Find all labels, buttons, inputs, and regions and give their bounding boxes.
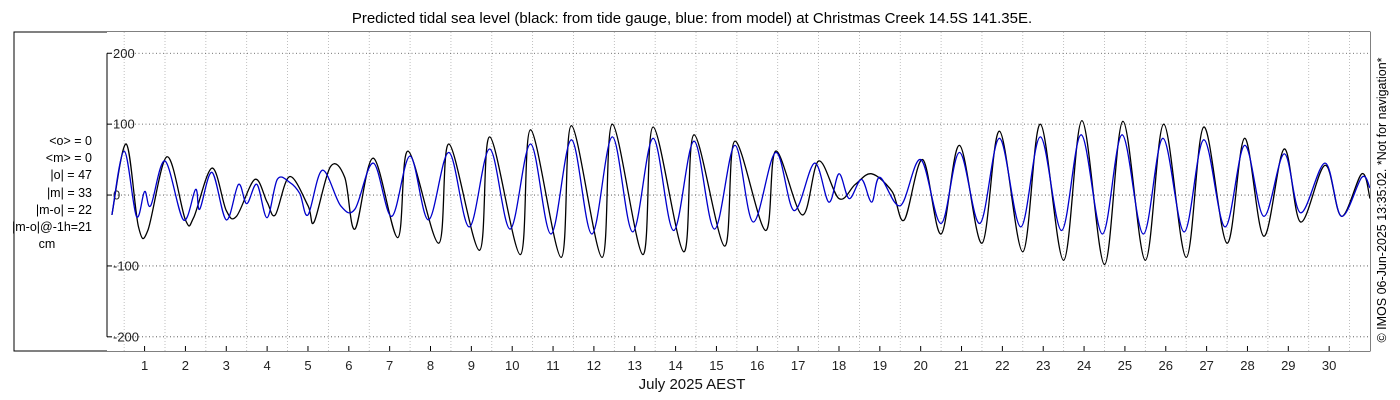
plot-area xyxy=(107,32,1370,351)
series-line-from-tide-gauge xyxy=(111,119,1371,266)
x-tick-label: 10 xyxy=(505,358,519,373)
x-axis-label: July 2025 AEST xyxy=(638,376,746,393)
stat-abs-model: |m| = 33 xyxy=(46,185,92,200)
x-tick-label: 28 xyxy=(1240,358,1254,373)
stat-unit: cm xyxy=(38,237,56,252)
copyright-stamp-text: © IMOS 06-Jun-2025 13:35:02. *Not for na… xyxy=(1375,57,1389,343)
stat-abs-diff-lag: |m-o|@-1h=21 xyxy=(12,220,92,235)
x-tick-label: 6 xyxy=(345,358,352,373)
x-tick-label: 14 xyxy=(668,358,682,373)
x-tick-label: 18 xyxy=(832,358,846,373)
y-tick-label: 0 xyxy=(113,188,120,203)
series-line-from-model xyxy=(111,134,1371,235)
chart-title: Predicted tidal sea level (black: from t… xyxy=(351,10,1033,27)
x-tick-label: 21 xyxy=(954,358,968,373)
stat-mean-model: <m> = 0 xyxy=(45,151,92,166)
grid xyxy=(107,32,1370,351)
x-tick-label: 4 xyxy=(264,358,271,373)
x-tick-label: 5 xyxy=(304,358,311,373)
x-tick-label: 17 xyxy=(791,358,805,373)
x-axis: 1 2 3 4 5 6 7 8 9 10 11 12 13 14 15 16 17 18 19 20 21 22 23 24 2… xyxy=(141,346,1336,373)
y-tick-label: 100 xyxy=(113,117,135,132)
stat-abs-diff: |m-o| = 22 xyxy=(35,202,92,217)
x-tick-label: 25 xyxy=(1118,358,1132,373)
y-tick-label: -200 xyxy=(113,329,139,344)
x-tick-label: 22 xyxy=(995,358,1009,373)
stat-mean-obs: <o> = 0 xyxy=(49,134,92,148)
stat-abs-obs: |o| = 47 xyxy=(50,168,92,183)
x-tick-label: 27 xyxy=(1199,358,1213,373)
x-tick-label: 26 xyxy=(1159,358,1173,373)
x-tick-label: 16 xyxy=(750,358,764,373)
series-group xyxy=(111,119,1371,266)
x-tick-label: 19 xyxy=(873,358,887,373)
y-axis: -200 -100 0 100 200 xyxy=(106,46,139,344)
x-tick-label: 29 xyxy=(1281,358,1295,373)
y-tick-label: -100 xyxy=(113,258,139,273)
x-tick-label: 30 xyxy=(1322,358,1336,373)
x-tick-label: 3 xyxy=(223,358,230,373)
x-tick-label: 12 xyxy=(587,358,601,373)
x-tick-label: 9 xyxy=(468,358,475,373)
y-tick-label: 200 xyxy=(113,46,135,61)
x-tick-label: 7 xyxy=(386,358,393,373)
statistics-panel: <o> = 0 <m> = 0 |o| = 47 |m| = 33 |m-o| … xyxy=(2,133,92,253)
x-tick-label: 1 xyxy=(141,358,148,373)
x-tick-label: 20 xyxy=(913,358,927,373)
x-tick-label: 13 xyxy=(628,358,642,373)
x-tick-label: 15 xyxy=(709,358,723,373)
x-tick-label: 23 xyxy=(1036,358,1050,373)
x-tick-label: 2 xyxy=(182,358,189,373)
x-tick-label: 8 xyxy=(427,358,434,373)
x-tick-label: 24 xyxy=(1077,358,1091,373)
x-tick-label: 11 xyxy=(546,358,560,373)
